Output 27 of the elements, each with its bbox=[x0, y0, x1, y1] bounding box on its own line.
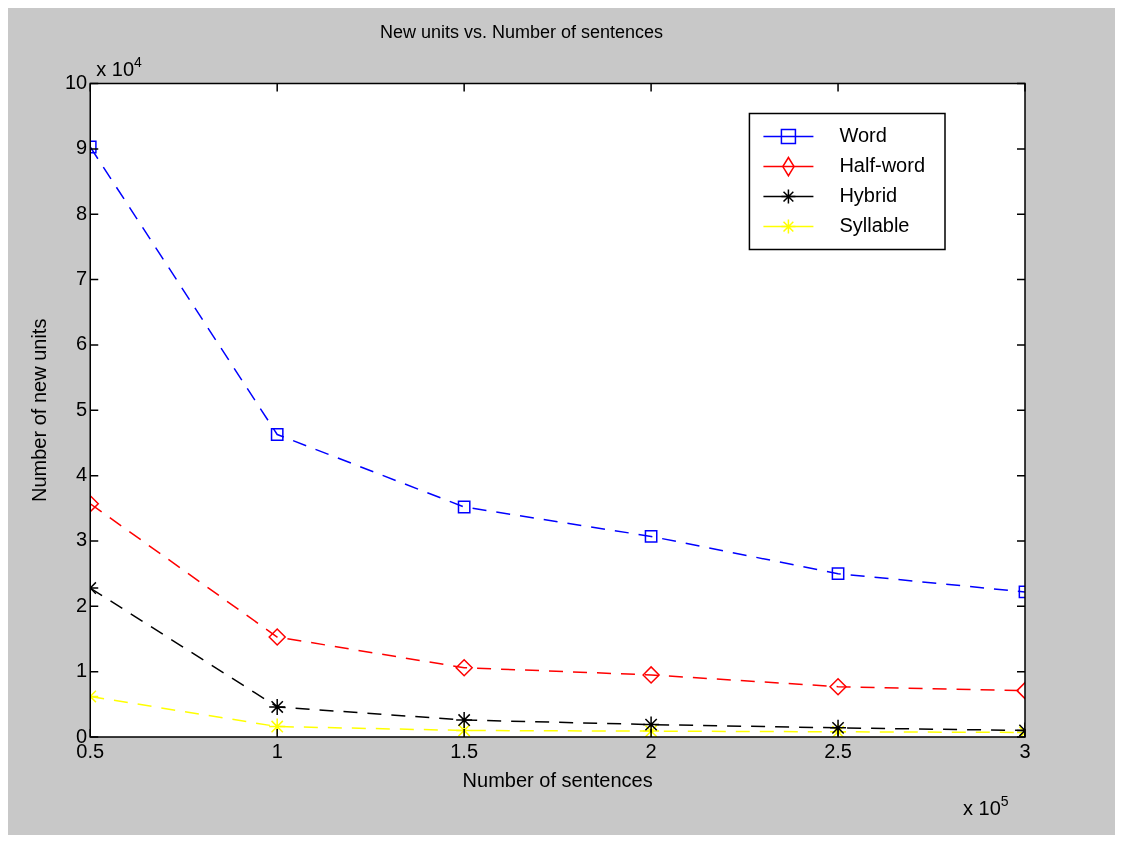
x-axis-title: Number of sentences bbox=[462, 768, 653, 791]
y-tick-label: 2 bbox=[76, 593, 88, 616]
x-tick-label: 1 bbox=[271, 739, 283, 762]
y-tick-label: 5 bbox=[76, 397, 88, 420]
x-tick-label: 2 bbox=[645, 739, 657, 762]
y-tick-label: 3 bbox=[76, 528, 88, 551]
point bbox=[642, 666, 660, 684]
y-tick-label: 1 bbox=[76, 659, 88, 682]
point bbox=[455, 711, 473, 729]
legend-label: Word bbox=[839, 124, 887, 147]
legend-label: Syllable bbox=[839, 214, 910, 237]
legend-label: Half-word bbox=[839, 154, 925, 177]
point bbox=[644, 530, 658, 543]
y-tick-label: 6 bbox=[76, 332, 88, 355]
x-tick-label: 3 bbox=[1019, 739, 1031, 762]
y-axis-title: Number of new units bbox=[27, 318, 50, 503]
point bbox=[457, 500, 471, 514]
legend-label: Hybrid bbox=[839, 184, 898, 207]
x-tick-label: 1.5 bbox=[450, 739, 479, 762]
y-tick-label: 4 bbox=[76, 463, 88, 486]
y-tick-label: 7 bbox=[76, 267, 88, 290]
chart-title: New units vs. Number of sentences bbox=[379, 21, 664, 42]
point bbox=[455, 658, 473, 677]
x-tick-label: 2.5 bbox=[824, 739, 852, 762]
y-tick-label: 10 bbox=[65, 71, 88, 94]
y-tick-label: 8 bbox=[76, 201, 88, 224]
y-tick-label: 9 bbox=[76, 136, 88, 159]
